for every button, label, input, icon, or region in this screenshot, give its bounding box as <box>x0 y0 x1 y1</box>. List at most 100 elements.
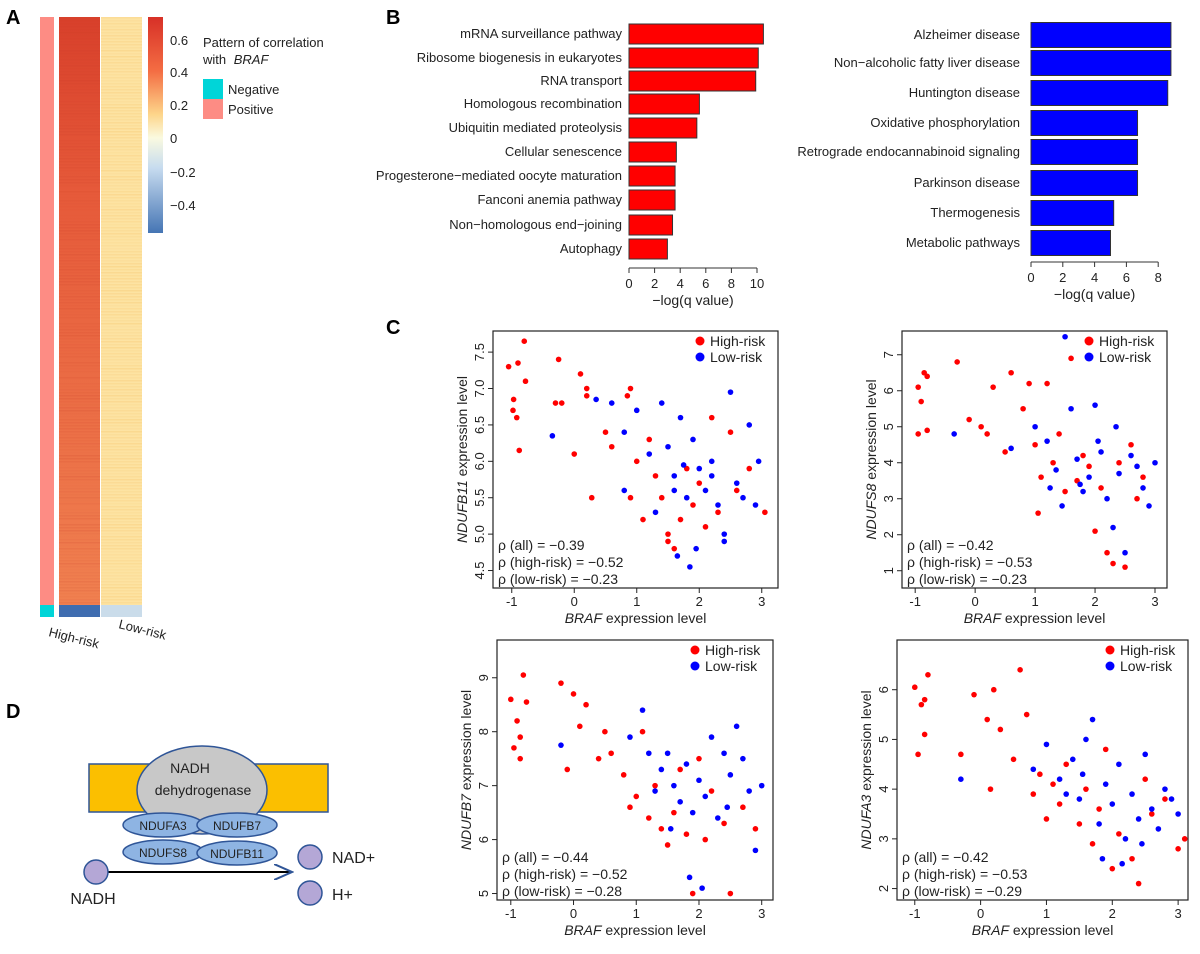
high-risk-point <box>1148 811 1155 817</box>
heatmap-stripe <box>101 200 142 202</box>
heatmap-stripe <box>101 260 142 262</box>
y-tick-label: 3 <box>876 835 891 842</box>
heatmap-stripe <box>101 170 142 172</box>
low-risk-point <box>1043 741 1050 748</box>
heatmap-stripe <box>101 248 142 250</box>
heatmap-stripe <box>101 41 142 43</box>
heatmap-stripe <box>101 38 142 40</box>
heatmap-stripe <box>101 350 142 352</box>
bar-category-label: RNA transport <box>540 73 622 88</box>
heatmap-stripe <box>59 152 100 154</box>
heatmap-stripe <box>101 152 142 154</box>
low-risk-point <box>702 487 709 494</box>
legend-label: High-risk <box>710 333 766 349</box>
heatmap-stripe <box>101 389 142 391</box>
x-axis-gene: BRAF <box>565 610 604 626</box>
correlation-stat: ρ (all) = −0.42 <box>902 849 989 865</box>
high-risk-point <box>1083 786 1089 792</box>
high-risk-point <box>633 458 640 465</box>
heatmap-stripe <box>101 95 142 97</box>
low-risk-point <box>1155 826 1162 832</box>
heatmap-stripe <box>59 44 100 46</box>
heatmap-stripe <box>59 557 100 559</box>
heatmap-stripe <box>59 74 100 76</box>
low-risk-point <box>667 825 674 832</box>
heatmap-high-risk-negative <box>59 605 100 617</box>
legend-label: Low-risk <box>1099 349 1152 365</box>
heatmap-stripe <box>59 134 100 136</box>
heatmap-stripe <box>101 341 142 343</box>
high-risk-point <box>652 782 658 789</box>
heatmap-stripe <box>101 281 142 283</box>
heatmap-stripe <box>101 50 142 52</box>
heatmap-stripe <box>101 182 142 184</box>
high-risk-point <box>1142 776 1149 782</box>
x-tick-label: 1 <box>1043 906 1050 921</box>
heatmap-stripe <box>101 122 142 124</box>
heatmap-column-low-risk <box>101 17 142 605</box>
heatmap-stripe <box>101 116 142 118</box>
low-risk-point <box>752 502 759 508</box>
heatmap-stripe <box>59 17 100 19</box>
high-risk-point <box>1134 495 1140 502</box>
correlation-stat: ρ (all) = −0.44 <box>502 849 589 865</box>
heatmap-stripe <box>59 185 100 187</box>
heatmap-stripe <box>59 149 100 151</box>
heatmap-stripe <box>101 230 142 232</box>
low-risk-point <box>621 429 628 435</box>
high-risk-point <box>1092 528 1098 534</box>
low-risk-point <box>1096 821 1102 827</box>
y-axis-suffix: expression level <box>458 690 474 794</box>
heatmap-stripe <box>59 227 100 229</box>
heatmap-stripe <box>101 464 142 466</box>
heatmap-stripe <box>59 245 100 247</box>
x-axis-gene: BRAF <box>564 922 603 938</box>
high-risk-point <box>921 731 928 738</box>
heatmap-stripe <box>101 140 142 142</box>
heatmap-stripe <box>101 98 142 100</box>
high-risk-point <box>624 392 631 399</box>
heatmap-stripe <box>59 428 100 430</box>
heatmap-stripe <box>101 29 142 31</box>
heatmap-stripe <box>101 437 142 439</box>
high-risk-point <box>715 509 721 516</box>
x-tick-label: 2 <box>696 594 703 609</box>
high-risk-point <box>1110 560 1116 567</box>
high-risk-point <box>665 531 671 537</box>
heatmap-stripe <box>59 467 100 469</box>
legend-marker <box>1084 336 1094 346</box>
bar-category-label: mRNA surveillance pathway <box>460 26 622 41</box>
x-tick-label: 2 <box>651 276 658 291</box>
colorbar-tick-label: 0.2 <box>170 98 188 113</box>
heatmap-stripe <box>59 485 100 487</box>
heatmap-stripe <box>101 143 142 145</box>
low-risk-point <box>1047 485 1053 491</box>
low-risk-point <box>1069 756 1076 763</box>
heatmap-stripe <box>59 125 100 127</box>
heatmap-stripe <box>59 293 100 295</box>
heatmap-stripe <box>59 341 100 343</box>
heatmap-column-label-high-risk: High-risk <box>47 624 101 651</box>
high-risk-point <box>915 751 921 758</box>
y-tick-label: 6.5 <box>472 416 487 434</box>
low-risk-point <box>639 707 646 713</box>
high-risk-point <box>640 516 646 523</box>
heatmap-stripe <box>101 590 142 592</box>
high-risk-point <box>522 378 529 385</box>
heatmap-stripe <box>59 143 100 145</box>
heatmap-stripe <box>101 599 142 601</box>
bar <box>628 165 676 187</box>
high-risk-point <box>514 718 520 724</box>
heatmap-stripe <box>101 287 142 289</box>
low-risk-point <box>1113 423 1119 430</box>
heatmap-stripe <box>101 209 142 211</box>
high-risk-point <box>583 701 589 708</box>
heatmap-stripe <box>101 443 142 445</box>
low-risk-point <box>686 874 693 881</box>
heatmap-stripe <box>101 326 142 328</box>
low-risk-point <box>1110 524 1116 531</box>
correlation-stat: ρ (high-risk) = −0.52 <box>498 554 624 570</box>
heatmap-stripe <box>59 458 100 460</box>
low-risk-point <box>1109 801 1116 807</box>
heatmap-stripe <box>59 566 100 568</box>
